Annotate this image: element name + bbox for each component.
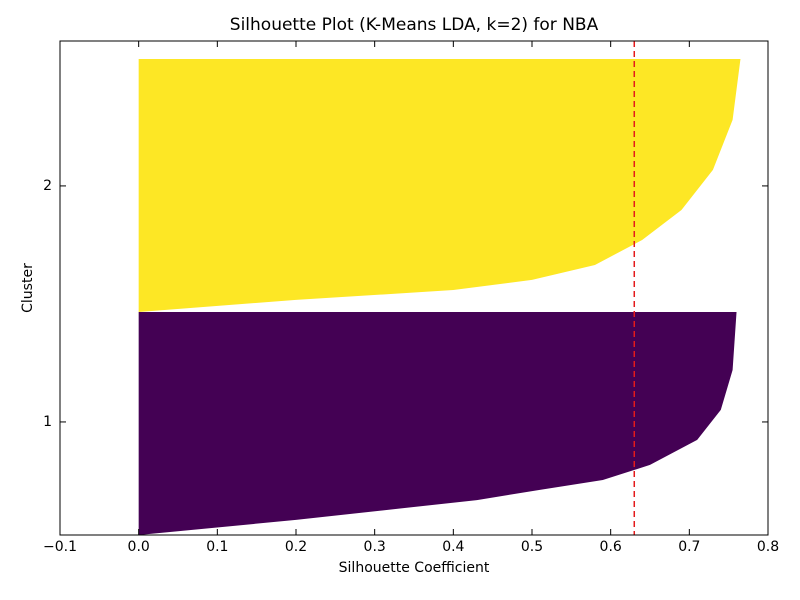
y-tick-label: 2 bbox=[43, 178, 52, 194]
plot-frame bbox=[59, 40, 769, 536]
x-tick-label: 0.3 bbox=[364, 539, 386, 555]
x-tick-label: 0.6 bbox=[600, 539, 622, 555]
cluster-silhouette bbox=[138, 58, 741, 312]
y-tick-label: 1 bbox=[43, 414, 52, 430]
cluster-silhouette bbox=[138, 311, 737, 535]
x-tick-label: −0.1 bbox=[43, 539, 77, 555]
x-tick-label: 0.0 bbox=[128, 539, 150, 555]
x-tick-label: 0.7 bbox=[678, 539, 700, 555]
chart-title: Silhouette Plot (K-Means LDA, k=2) for N… bbox=[230, 15, 599, 35]
x-tick-label: 0.1 bbox=[206, 539, 228, 555]
x-tick-label: 0.2 bbox=[285, 539, 307, 555]
x-axis-label: Silhouette Coefficient bbox=[339, 560, 490, 576]
x-tick-label: 0.5 bbox=[521, 539, 543, 555]
y-axis-label: Cluster bbox=[20, 263, 36, 313]
x-tick-label: 0.4 bbox=[442, 539, 464, 555]
x-tick-label: 0.8 bbox=[757, 539, 779, 555]
